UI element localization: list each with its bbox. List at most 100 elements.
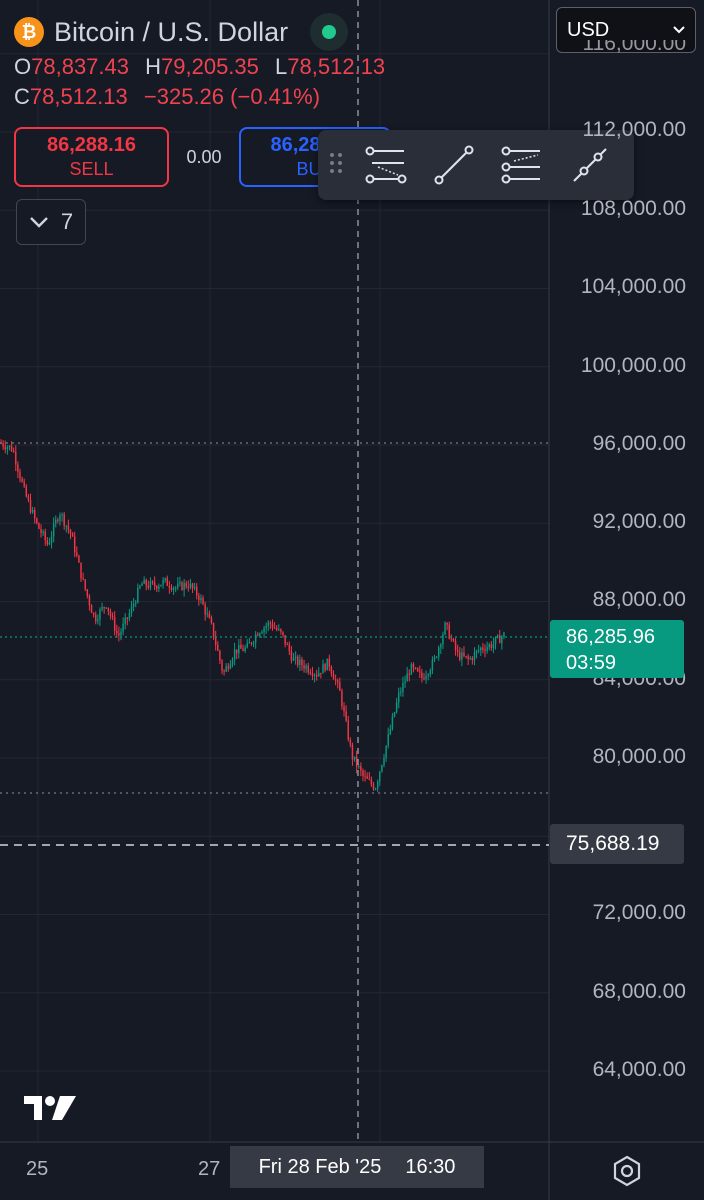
trend-line-tool-button[interactable] — [420, 135, 488, 195]
candle-body — [185, 583, 187, 587]
tradingview-logo[interactable] — [22, 1090, 78, 1124]
candle-body — [347, 720, 349, 740]
parallel-channel-tool-button[interactable] — [488, 135, 556, 195]
price-label: 100,000.00 — [580, 354, 686, 377]
fib-retracement-icon — [365, 146, 407, 184]
chart-settings-button[interactable] — [610, 1154, 644, 1188]
candle-body — [27, 496, 30, 500]
candle-body — [118, 633, 120, 636]
candle-body — [92, 612, 95, 615]
candle-body — [486, 647, 488, 651]
candle-body — [311, 673, 314, 676]
candle-body — [105, 607, 107, 609]
ohlc-values: O78,837.43 H79,205.35 L78,512.13 C78,512… — [14, 54, 386, 109]
candle-body — [463, 652, 465, 657]
candle-body — [421, 672, 423, 678]
candle-body — [189, 583, 192, 588]
ray-tool-button[interactable] — [556, 135, 624, 195]
candle-body — [318, 672, 320, 677]
candle-body — [349, 739, 352, 745]
drag-handle-icon[interactable] — [328, 151, 352, 180]
candle-body — [181, 582, 183, 591]
candle-body — [198, 595, 200, 601]
candle-body — [219, 650, 221, 661]
candle-body — [38, 523, 40, 529]
candle-body — [389, 728, 392, 735]
price-label: 92,000.00 — [592, 510, 686, 533]
candle-body — [183, 583, 185, 591]
candle-body — [391, 716, 394, 729]
candle-body — [48, 542, 51, 545]
candle-body — [235, 649, 238, 654]
candle-body — [126, 617, 129, 619]
candle-body — [97, 619, 99, 622]
candle-body — [40, 528, 42, 534]
candle-body — [4, 446, 6, 450]
candle-body — [55, 519, 57, 524]
candle-body — [29, 499, 32, 513]
candle-body — [225, 666, 227, 672]
candle-body — [147, 585, 150, 588]
candle-body — [151, 581, 154, 583]
parallel-channel-icon — [501, 146, 540, 184]
candle-body — [143, 579, 145, 584]
candle-body — [19, 471, 21, 479]
price-label: 116,000.00 — [582, 40, 686, 55]
candle-body — [395, 702, 398, 713]
candle-body — [263, 627, 265, 633]
candle-body — [71, 533, 74, 537]
candle-body — [299, 659, 301, 666]
candle-body — [257, 634, 259, 636]
candle-body — [36, 518, 38, 524]
candle-body — [139, 585, 141, 589]
candle-body — [343, 706, 345, 712]
candle-body — [328, 658, 331, 667]
candle-body — [280, 629, 282, 632]
candle-body — [10, 445, 13, 451]
crosshair-date: Fri 28 Feb '25 — [258, 1155, 382, 1178]
sell-button[interactable]: 86,288.16 SELL — [14, 127, 169, 187]
candle-body — [324, 664, 326, 671]
candle-body — [450, 638, 453, 640]
candle-body — [179, 582, 181, 584]
candle-body — [461, 652, 463, 660]
candle-body — [477, 650, 480, 652]
candle-body — [387, 734, 389, 746]
candle-body — [122, 623, 124, 632]
candle-body — [360, 766, 362, 771]
symbol-title[interactable]: Bitcoin / U.S. Dollar — [54, 16, 289, 47]
candle-body — [410, 664, 413, 675]
candle-body — [412, 664, 415, 668]
candle-body — [339, 682, 341, 691]
candle-body — [153, 582, 156, 587]
market-status-indicator[interactable] — [310, 13, 349, 51]
currency-select[interactable]: USD — [556, 7, 696, 53]
candle-body — [429, 670, 432, 675]
candle-body — [61, 514, 63, 516]
candle-body — [164, 578, 166, 581]
fib-retracement-tool-button[interactable] — [352, 135, 420, 195]
candle-body — [84, 579, 86, 590]
candle-body — [292, 658, 295, 661]
settings-hexagon-icon — [613, 1155, 641, 1187]
candle-body — [166, 578, 169, 586]
candlestick-series — [0, 439, 505, 793]
candle-body — [59, 515, 61, 521]
candle-body — [46, 540, 49, 545]
candle-body — [90, 605, 93, 613]
candle-body — [76, 552, 78, 556]
candle-body — [315, 674, 318, 677]
candle-body — [261, 632, 263, 634]
candle-body — [137, 588, 139, 603]
candle-body — [267, 622, 270, 626]
candle-body — [116, 630, 118, 634]
candle-body — [174, 587, 177, 589]
price-label: 64,000.00 — [592, 1058, 686, 1081]
indicators-toggle-button[interactable]: 7 — [16, 199, 86, 245]
candle-body — [490, 644, 493, 649]
candle-body — [419, 671, 421, 673]
candle-body — [385, 745, 387, 758]
candle-body — [177, 583, 179, 588]
candle-body — [364, 775, 366, 777]
